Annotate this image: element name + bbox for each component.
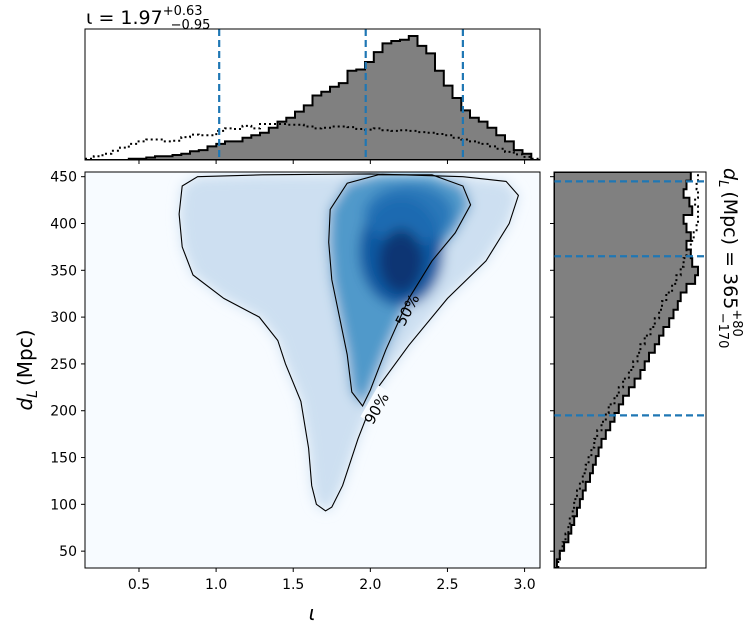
y-axis-label: dL(Mpc) [13,329,41,410]
right-histogram-panel: dL(Mpc) = 365+80−170 [550,168,744,569]
x-axis-label: ι [309,601,316,625]
top-histogram-panel: ι = 1.97+0.63 −0.95 [84,4,541,161]
y-tick-label: 100 [50,497,77,513]
y-tick-label: 50 [59,544,77,560]
x-tick-label: 0.5 [128,577,150,593]
iota-posterior-histogram [85,35,540,160]
contour-90 [178,173,520,512]
iota-prior-histogram [85,123,540,160]
x-tick-label: 1.0 [205,577,227,593]
x-tick-label: 2.5 [436,577,458,593]
density-core [379,228,424,293]
main-panel: 50%90% 0.5 1.0 1.5 2.0 2.5 3.0 50100150200250… [13,160,541,625]
y-tick-label: 250 [50,357,77,373]
right-title: dL(Mpc) = 365+80−170 [715,168,744,348]
y-tick-label: 450 [50,170,77,186]
y-tick-label: 150 [50,451,77,467]
x-tick-label: 2.0 [359,577,381,593]
y-tick-label: 350 [50,263,77,279]
x-tick-label: 3.0 [513,577,535,593]
y-tick-label: 300 [50,310,77,326]
dl-posterior-histogram [554,172,699,568]
x-tick-label: 1.5 [282,577,304,593]
contour-50 [328,174,472,408]
y-tick-label: 200 [50,404,77,420]
density-upper-lobe [363,184,454,245]
top-title: ι = 1.97+0.63 −0.95 [86,4,210,33]
y-tick-label: 400 [50,216,77,232]
